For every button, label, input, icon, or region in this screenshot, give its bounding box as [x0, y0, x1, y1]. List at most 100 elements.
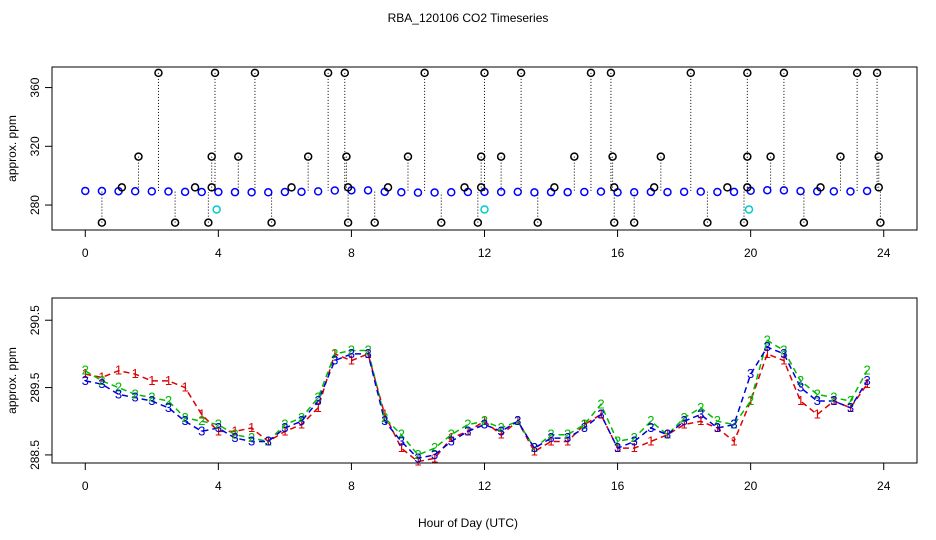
point-char: 3: [298, 413, 305, 428]
point-char: 3: [614, 440, 621, 455]
point-char: 2: [481, 413, 488, 428]
point-char: 3: [830, 393, 837, 408]
point-char: 1: [181, 380, 188, 395]
point-char: 1: [680, 417, 687, 432]
point: [862, 186, 872, 196]
point-char: 3: [98, 376, 105, 391]
point-char: 2: [414, 447, 421, 462]
point-char: 1: [830, 393, 837, 408]
point-char: 1: [265, 433, 272, 448]
point-char: 2: [298, 410, 305, 425]
point-char: 3: [597, 407, 604, 422]
point-char: 3: [797, 380, 804, 395]
point: [180, 187, 190, 197]
x-tick-label: 12: [478, 479, 492, 493]
point-char: 1: [664, 427, 671, 442]
point: [207, 183, 216, 192]
point-char: 2: [165, 393, 172, 408]
point-char: 2: [547, 427, 554, 442]
point-char: 1: [198, 407, 205, 422]
point: [663, 187, 672, 197]
x-tick-label: 20: [744, 479, 758, 493]
point: [212, 205, 221, 214]
point-char: 3: [398, 433, 405, 448]
point: [437, 218, 446, 227]
point-char: 3: [464, 423, 471, 438]
point-char: 1: [780, 353, 787, 368]
point-char: 3: [448, 433, 455, 448]
point-char: 1: [398, 440, 405, 455]
point-char: 3: [780, 346, 787, 361]
point-char: 1: [747, 393, 754, 408]
point-char: 1: [730, 433, 737, 448]
point-char: 2: [498, 420, 505, 435]
point: [586, 68, 596, 78]
point-char: 2: [381, 410, 388, 425]
point: [383, 183, 393, 192]
point-char: 2: [281, 417, 288, 432]
point: [563, 187, 572, 197]
point-char: 1: [215, 423, 222, 438]
point-char: 1: [431, 450, 438, 465]
point-char: 1: [547, 433, 554, 448]
point-char: 3: [348, 346, 355, 361]
point: [446, 188, 456, 197]
point-char: 1: [165, 373, 172, 388]
point-char: 3: [581, 420, 588, 435]
point-char: 2: [531, 440, 538, 455]
point: [629, 188, 639, 197]
point-char: 1: [331, 346, 338, 361]
point-char: 2: [597, 396, 604, 411]
point: [214, 187, 223, 197]
point-char: 1: [847, 400, 854, 415]
point: [130, 187, 140, 196]
point-char: 1: [132, 366, 139, 381]
point: [686, 68, 696, 78]
point: [97, 218, 107, 227]
point-char: 3: [364, 346, 371, 361]
point: [204, 218, 213, 227]
point-char: 1: [448, 430, 455, 445]
point: [796, 186, 805, 196]
point-char: 3: [631, 433, 638, 448]
y-tick-label: 289.5: [28, 372, 42, 402]
point: [816, 183, 825, 192]
y-axis-label: approx. ppm: [5, 347, 19, 414]
point-char: 2: [448, 427, 455, 442]
point: [779, 68, 789, 78]
point-char: 3: [847, 400, 854, 415]
point: [739, 218, 749, 227]
point-char: 3: [764, 339, 771, 354]
point: [297, 187, 306, 197]
point-char: 2: [830, 390, 837, 405]
point: [476, 183, 486, 192]
point-char: 3: [547, 430, 554, 445]
point: [343, 218, 353, 227]
point-char: 3: [714, 420, 721, 435]
point-char: 2: [132, 386, 139, 401]
point: [190, 183, 200, 192]
point-char: 2: [364, 343, 371, 358]
point-char: 1: [148, 373, 155, 388]
point-char: 1: [514, 413, 521, 428]
point-char: 3: [531, 440, 538, 455]
point: [280, 187, 290, 197]
point-char: 2: [863, 363, 870, 378]
point: [480, 205, 489, 214]
point: [608, 152, 617, 161]
point: [147, 187, 157, 196]
point-char: 2: [248, 430, 255, 445]
point: [729, 187, 739, 197]
point-char: 2: [181, 410, 188, 425]
point: [81, 186, 90, 196]
point-char: 2: [198, 413, 205, 428]
x-tick-label: 4: [215, 479, 222, 493]
point: [513, 187, 523, 197]
point-char: 2: [764, 332, 771, 347]
point-char: 3: [730, 417, 737, 432]
point: [197, 187, 206, 197]
point-char: 1: [863, 376, 870, 391]
point-char: 1: [614, 440, 621, 455]
point: [629, 218, 639, 227]
